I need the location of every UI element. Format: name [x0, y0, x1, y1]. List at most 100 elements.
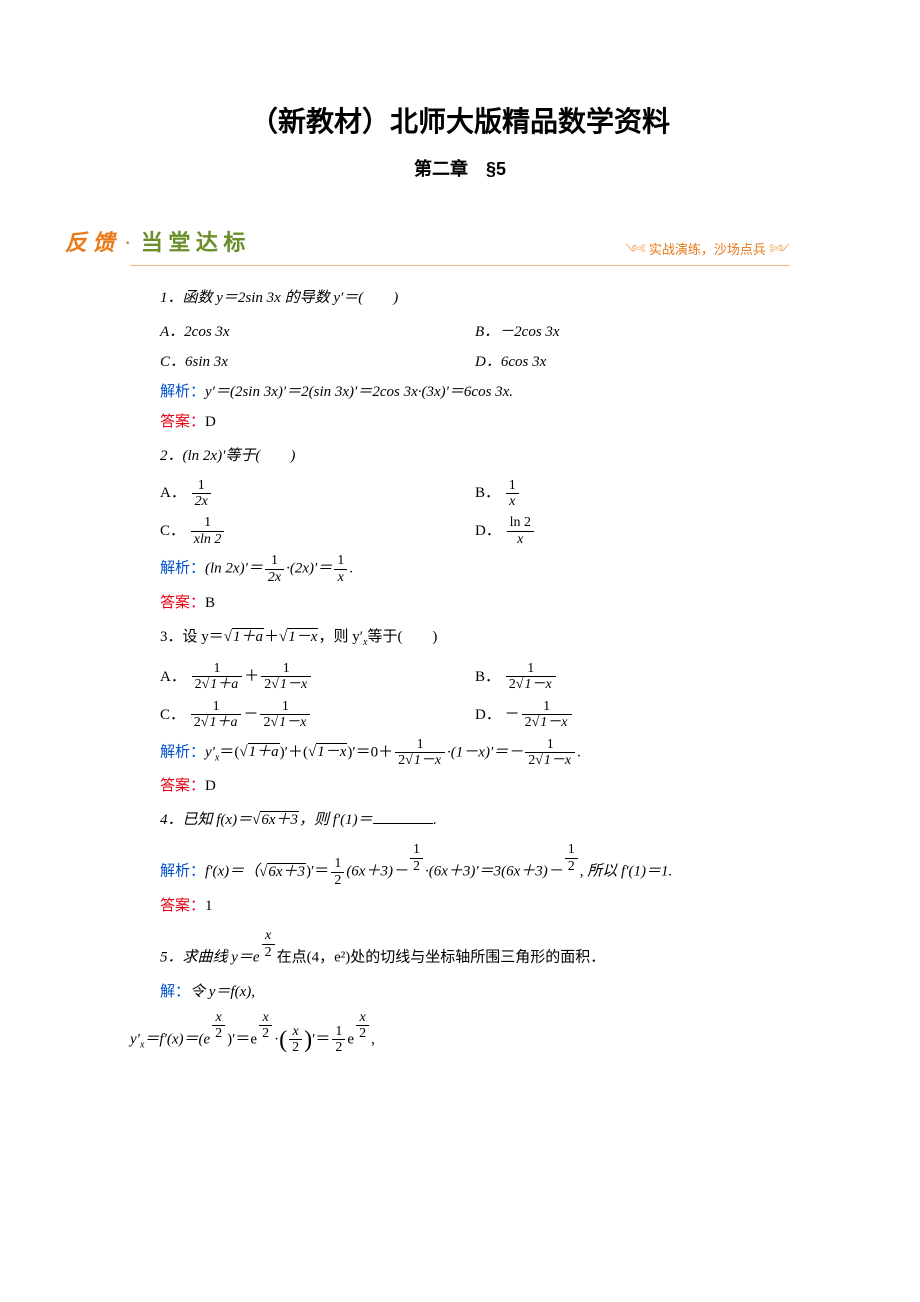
n: 1: [191, 699, 242, 715]
q2-opts-row1: A． 12x B． 1x: [160, 478, 790, 510]
q3-A-f1: 121＋a: [192, 661, 243, 693]
n: 1: [410, 842, 423, 858]
r: 1－x: [543, 752, 572, 768]
d: 21＋a: [192, 677, 243, 692]
daan-label: 答案：: [160, 898, 205, 914]
sq: 1－x: [516, 677, 553, 692]
q2-fracA: 12x: [192, 478, 211, 510]
feedback-dot: ·: [124, 230, 131, 255]
q3-D-pre: －: [505, 706, 520, 722]
q3-daan: 答案：D: [160, 774, 790, 798]
q3-C-f1: 12 1＋a: [191, 699, 242, 731]
q4-jx-ef1: 12: [410, 842, 423, 874]
n: x: [289, 1024, 302, 1040]
q5-jie: 解：令 y＝f(x),: [160, 980, 790, 1004]
r: 1－x: [278, 714, 307, 730]
feedback-label-1: 反 馈: [65, 230, 115, 255]
q2-optB-label: B．: [475, 481, 500, 505]
q5-l2-2: ＝f′(x)＝(e: [144, 1031, 210, 1047]
d: 2: [262, 945, 275, 960]
d: 2: [356, 1026, 369, 1041]
p: 2: [194, 715, 201, 730]
jiexi-label: 解析：: [160, 864, 205, 880]
q3-rad2: 1－x: [279, 625, 318, 649]
q5-l2-e2: x2: [259, 1010, 272, 1042]
sq: 1＋a: [202, 677, 240, 692]
sq: 1－x: [270, 715, 307, 730]
q2-fracC-den: xln 2: [191, 532, 225, 547]
q1-daan: 答案：D: [160, 410, 790, 434]
q2-fracC-num: 1: [191, 515, 225, 531]
d: 21－x: [522, 715, 572, 730]
r: 1－x: [287, 628, 318, 645]
d: 2: [259, 1026, 272, 1041]
n: 1: [332, 1024, 345, 1040]
p: 2: [509, 677, 516, 692]
q3-t2: ＋: [264, 629, 279, 645]
q1-optB: B．－2cos 3x: [475, 320, 790, 344]
q3-C-mid: －: [243, 706, 258, 722]
r: 1＋a: [232, 628, 264, 645]
d: 21－x: [395, 753, 445, 768]
daan-label: 答案：: [160, 595, 205, 611]
feedback-left: 反 馈 · 当 堂 达 标: [65, 225, 245, 260]
q5-exp: x2: [262, 928, 275, 960]
n: x: [259, 1010, 272, 1026]
q3-C-f2: 121－x: [260, 699, 310, 731]
q3-jx3: )′＋(: [280, 744, 308, 760]
q2-jx3: .: [349, 560, 353, 576]
q2-optD-label: D．: [475, 519, 501, 543]
r: 6x＋3: [267, 863, 306, 880]
sq: 1－x: [271, 677, 308, 692]
q3-D-f: 121－x: [522, 699, 572, 731]
q2-daan-val: B: [205, 595, 215, 611]
feedback-right: ༺ 实战演练，沙场点兵 ༻: [625, 240, 790, 261]
q3-optA: A． 121＋a＋121－x: [160, 661, 475, 693]
n: 1: [395, 737, 445, 753]
r: 1＋a: [208, 714, 238, 730]
d: 2: [212, 1026, 225, 1041]
q3-t1: 3．设 y＝: [160, 629, 224, 645]
q4-jx1: f′(x)＝（: [205, 864, 259, 880]
q4-t1: 4．已知 f(x)＝: [160, 812, 252, 828]
q5-t1: 5．求曲线 y＝e: [160, 950, 260, 966]
q5-l2-e1: x2: [212, 1010, 225, 1042]
q5-l2-3: )′＝e: [227, 1031, 257, 1047]
q3-jx1: y′: [205, 744, 215, 760]
p: 2: [525, 715, 532, 730]
q3-jx-r1: 1＋a: [239, 740, 279, 764]
n: 1: [192, 661, 243, 677]
q4-jx-ef2: 12: [565, 842, 578, 874]
q5-l2-6: e: [347, 1031, 354, 1047]
n: 1: [265, 553, 284, 569]
r: 1－x: [316, 743, 347, 760]
q3-A-f2: 121－x: [261, 661, 311, 693]
q1-text: 1．函数 y＝2sin 3x 的导数 y′＝( ): [160, 286, 790, 310]
r: 1－x: [413, 752, 442, 768]
d: 21－x: [506, 677, 556, 692]
r: 1－x: [279, 676, 308, 692]
q3-B-label: B．: [475, 665, 500, 689]
q3-A-label: A．: [160, 665, 186, 689]
n: 1: [522, 699, 572, 715]
r: 1＋a: [209, 676, 239, 692]
n: x: [212, 1010, 225, 1026]
lparen-icon: (: [279, 1026, 287, 1052]
q1-optC: C．6sin 3x: [160, 350, 475, 374]
q3-jx-f2: 121－x: [525, 737, 575, 769]
q3-jx4: )′＝0＋: [347, 744, 393, 760]
daan-label: 答案：: [160, 778, 205, 794]
jiexi-label: 解析：: [160, 384, 205, 400]
q1-opts-row2: C．6sin 3x D．6cos 3x: [160, 350, 790, 374]
p: 2: [528, 753, 535, 768]
daan-label: 答案：: [160, 414, 205, 430]
rparen-icon: ): [304, 1026, 312, 1052]
q2-fracD-den: x: [507, 532, 534, 547]
q2-fracA-den: 2x: [192, 494, 211, 509]
bracket-right-icon: ༻: [769, 242, 790, 257]
q4-jx3: (6x＋3)－: [346, 864, 408, 880]
q2-optC: C． 1xln 2: [160, 515, 475, 547]
q3-D-label: D．: [475, 703, 501, 727]
n: 1: [334, 553, 347, 569]
sq: 1＋a: [201, 715, 239, 730]
